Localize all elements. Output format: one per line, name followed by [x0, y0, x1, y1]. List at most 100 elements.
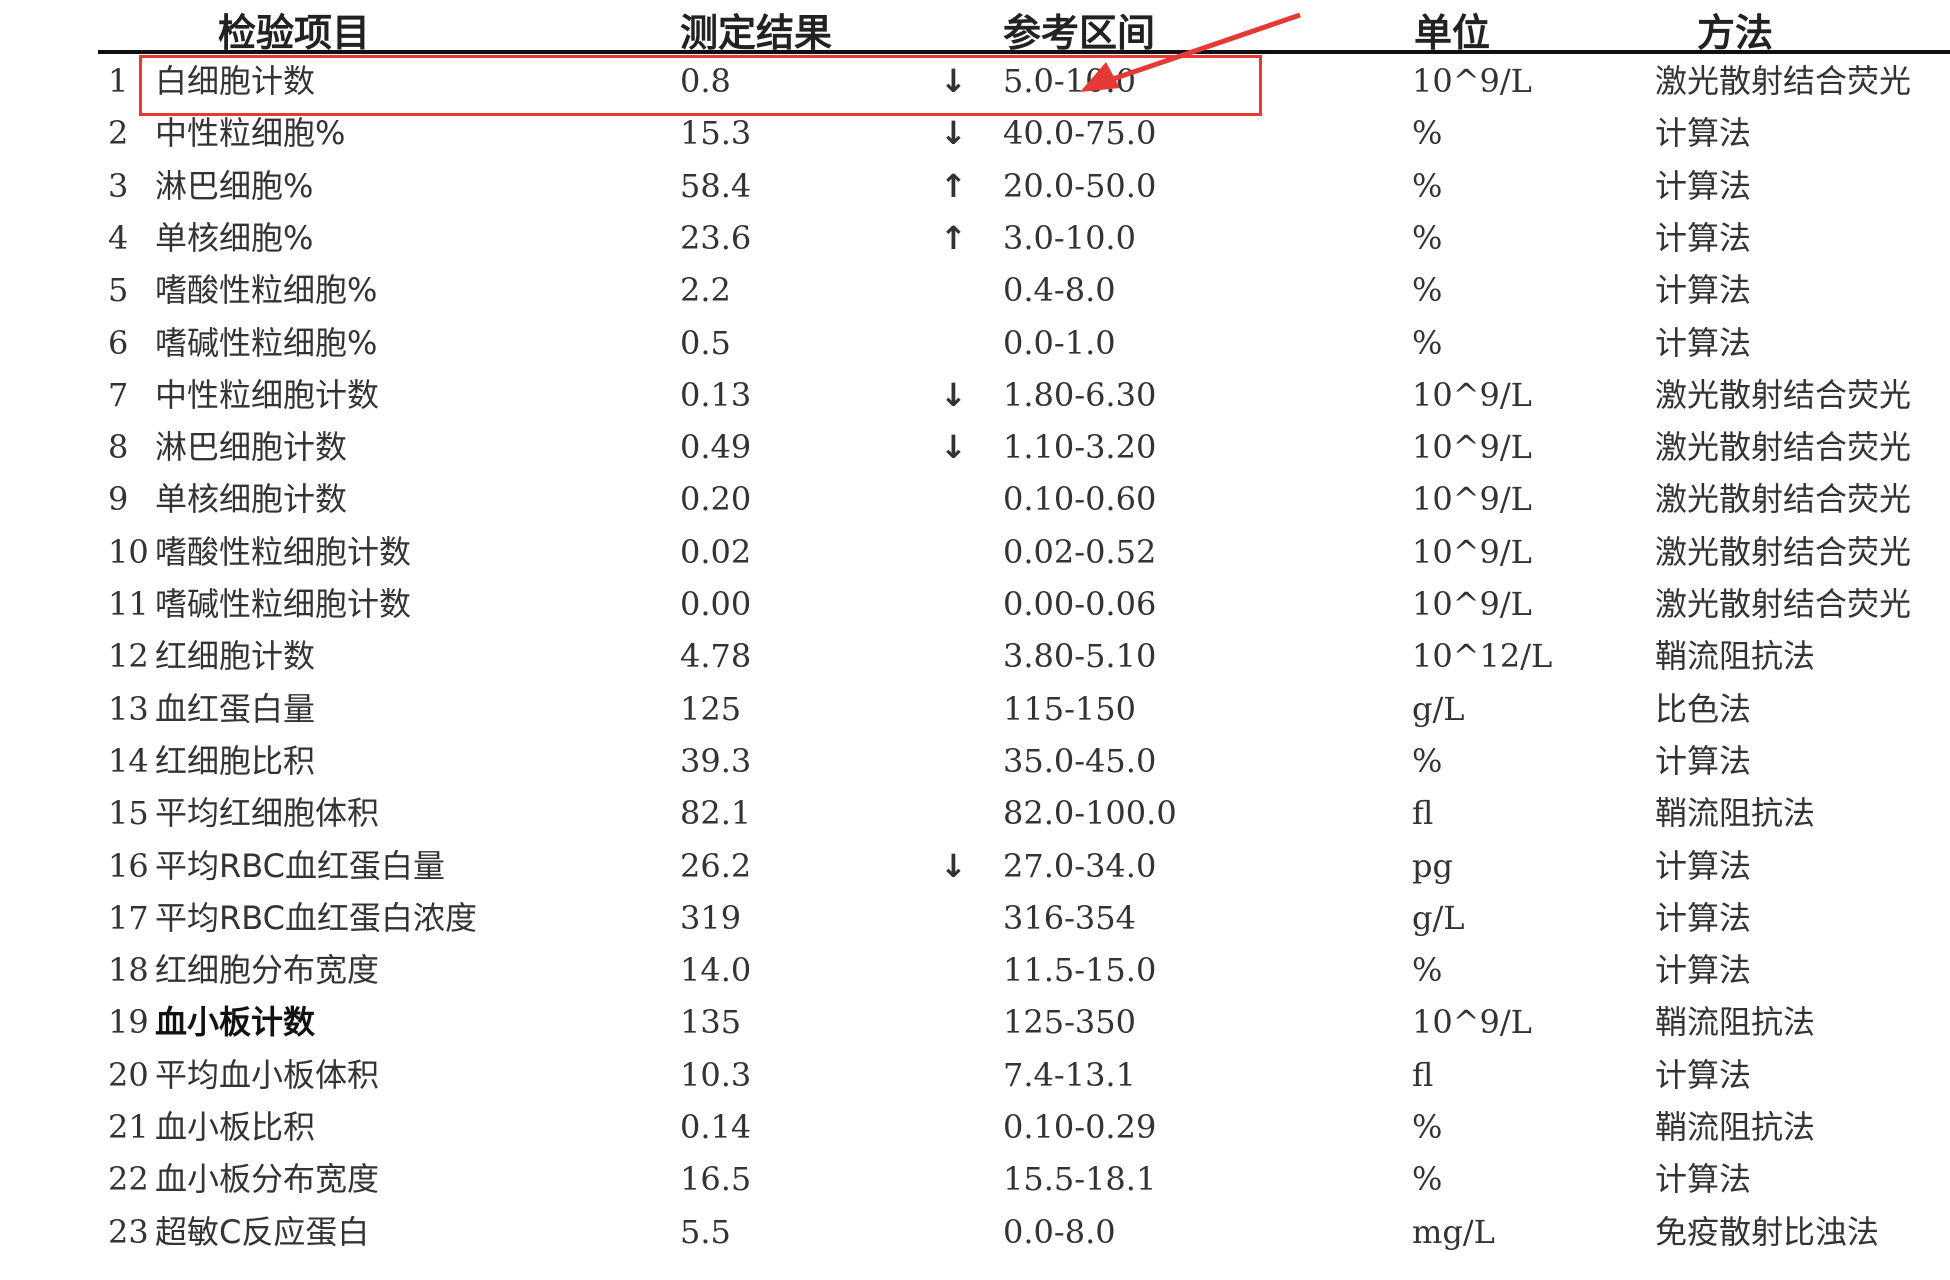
- unit: 10^9/L: [1412, 480, 1532, 519]
- table-row: 9 单核细胞计数 0.20 0.10-0.60 10^9/L 激光散射结合荧光: [0, 473, 1950, 525]
- row-index: 6: [108, 323, 129, 362]
- reference-range: 115-150: [1003, 689, 1136, 728]
- row-index: 14: [108, 741, 149, 780]
- method: 激光散射结合荧光: [1655, 585, 1912, 623]
- unit: %: [1412, 218, 1443, 257]
- table-row: 13 血红蛋白量 125 115-150 g/L 比色法: [0, 683, 1950, 735]
- reference-range: 0.0-8.0: [1003, 1212, 1116, 1251]
- method: 激光散射结合荧光: [1655, 375, 1912, 414]
- reference-range: 0.0-1.0: [1003, 323, 1116, 362]
- test-result: 2.2: [680, 271, 731, 310]
- test-name: 超敏C反应蛋白: [155, 1212, 370, 1251]
- test-result: 5.5: [680, 1212, 731, 1251]
- unit: 10^9/L: [1412, 428, 1532, 467]
- test-result: 82.1: [680, 794, 752, 833]
- reference-range: 15.5-18.1: [1003, 1160, 1157, 1199]
- row-index: 20: [108, 1055, 149, 1094]
- table-row: 23 超敏C反应蛋白 5.5 0.0-8.0 mg/L 免疫散射比浊法: [0, 1206, 1950, 1258]
- test-name: 嗜酸性粒细胞%: [155, 271, 378, 310]
- test-name: 中性粒细胞计数: [155, 375, 380, 414]
- test-name: 红细胞分布宽度: [155, 951, 380, 990]
- unit: %: [1412, 951, 1443, 990]
- reference-range: 0.00-0.06: [1003, 585, 1157, 623]
- method: 鞘流阻抗法: [1655, 1003, 1816, 1042]
- reference-range: 82.0-100.0: [1003, 794, 1177, 833]
- method: 比色法: [1655, 689, 1752, 728]
- annotation-arrow-icon: [1080, 12, 1301, 92]
- header-method: 方法: [1697, 11, 1774, 55]
- test-name: 嗜碱性粒细胞%: [155, 323, 378, 362]
- test-name: 白细胞计数: [155, 62, 316, 100]
- unit: 10^12/L: [1412, 637, 1553, 676]
- test-result: 10.3: [680, 1055, 752, 1094]
- table-row: 15 平均红细胞体积 82.1 82.0-100.0 fl 鞘流阻抗法: [0, 787, 1950, 839]
- row-index: 12: [108, 637, 149, 676]
- row-index: 19: [108, 1003, 149, 1042]
- test-result: 39.3: [680, 741, 752, 780]
- reference-range: 7.4-13.1: [1003, 1055, 1136, 1094]
- method: 计算法: [1655, 741, 1752, 780]
- unit: %: [1412, 1108, 1443, 1146]
- unit: 10^9/L: [1412, 62, 1532, 100]
- row-index: 21: [108, 1108, 149, 1146]
- method: 计算法: [1655, 951, 1752, 990]
- header-item: 检验项目: [218, 11, 371, 55]
- highlight-box: [139, 55, 1262, 116]
- unit: %: [1412, 166, 1443, 205]
- test-name: 嗜酸性粒细胞计数: [155, 532, 412, 571]
- table-row: 6 嗜碱性粒细胞% 0.5 0.0-1.0% 计算法: [0, 317, 1950, 369]
- test-name: 平均RBC血红蛋白量: [155, 846, 445, 885]
- reference-range: 0.10-0.60: [1003, 480, 1157, 519]
- table-row: 7 中性粒细胞计数 0.13 ↓ 1.80-6.30 10^9/L 激光散射结合荧光: [0, 369, 1950, 421]
- unit: 10^9/L: [1412, 532, 1532, 571]
- header-reference: 参考区间: [1003, 11, 1156, 55]
- unit: %: [1412, 114, 1443, 153]
- test-result: 4.78: [680, 637, 752, 676]
- row-index: 5: [108, 271, 129, 310]
- reference-range: 1.10-3.20: [1003, 428, 1157, 467]
- row-index: 13: [108, 689, 149, 728]
- test-name: 平均红细胞体积: [155, 794, 380, 833]
- reference-range: 3.0-10.0: [1003, 218, 1136, 257]
- test-result: 0.20: [680, 480, 752, 519]
- method: 计算法: [1655, 323, 1752, 362]
- table-row: 19 血小板计数 135 125-350 10^9/L 鞘流阻抗法: [0, 996, 1950, 1048]
- row-index: 7: [108, 375, 129, 414]
- unit: 10^9/L: [1412, 1003, 1532, 1042]
- row-index: 4: [108, 218, 129, 257]
- row-index: 17: [108, 898, 149, 937]
- method: 免疫散射比浊法: [1655, 1212, 1880, 1251]
- unit: fl: [1412, 1055, 1434, 1094]
- abnormal-flag: ↑: [940, 218, 967, 257]
- test-name: 红细胞比积: [155, 741, 316, 780]
- row-index: 10: [108, 532, 149, 571]
- test-name: 单核细胞%: [155, 218, 314, 257]
- method: 鞘流阻抗法: [1655, 637, 1816, 676]
- reference-range: 11.5-15.0: [1003, 951, 1157, 990]
- test-name: 淋巴细胞%: [155, 166, 314, 205]
- test-result: 135: [680, 1003, 742, 1042]
- unit: fl: [1412, 794, 1434, 833]
- test-name: 平均RBC血红蛋白浓度: [155, 898, 477, 937]
- table-row: 1 白细胞计数 0.8 ↓ 5.0-10.0 10^9/L 激光散射结合荧光: [0, 55, 1950, 107]
- test-name: 中性粒细胞%: [155, 114, 346, 153]
- method: 鞘流阻抗法: [1655, 794, 1816, 833]
- table-row: 8 淋巴细胞计数 0.49 ↓ 1.10-3.20 10^9/L 激光散射结合荧光: [0, 421, 1950, 473]
- method: 计算法: [1655, 846, 1752, 885]
- unit: %: [1412, 1160, 1443, 1199]
- test-name: 平均血小板体积: [155, 1055, 380, 1094]
- method: 计算法: [1655, 1160, 1752, 1199]
- unit: %: [1412, 323, 1443, 362]
- test-result: 0.00: [680, 585, 752, 623]
- table-row: 20 平均血小板体积 10.3 7.4-13.1 fl 计算法: [0, 1049, 1950, 1101]
- table-row: 3 淋巴细胞% 58.4 ↑ 20.0-50.0% 计算法: [0, 160, 1950, 212]
- table-row: 14 红细胞比积 39.3 35.0-45.0% 计算法: [0, 735, 1950, 787]
- test-name: 单核细胞计数: [155, 480, 348, 519]
- reference-range: 0.4-8.0: [1003, 271, 1116, 310]
- test-result: 0.02: [680, 532, 752, 571]
- test-name: 血小板分布宽度: [155, 1160, 380, 1199]
- test-result: 0.8: [680, 62, 731, 100]
- header-unit: 单位: [1414, 11, 1491, 55]
- row-index: 9: [108, 480, 129, 519]
- test-result: 125: [680, 689, 742, 728]
